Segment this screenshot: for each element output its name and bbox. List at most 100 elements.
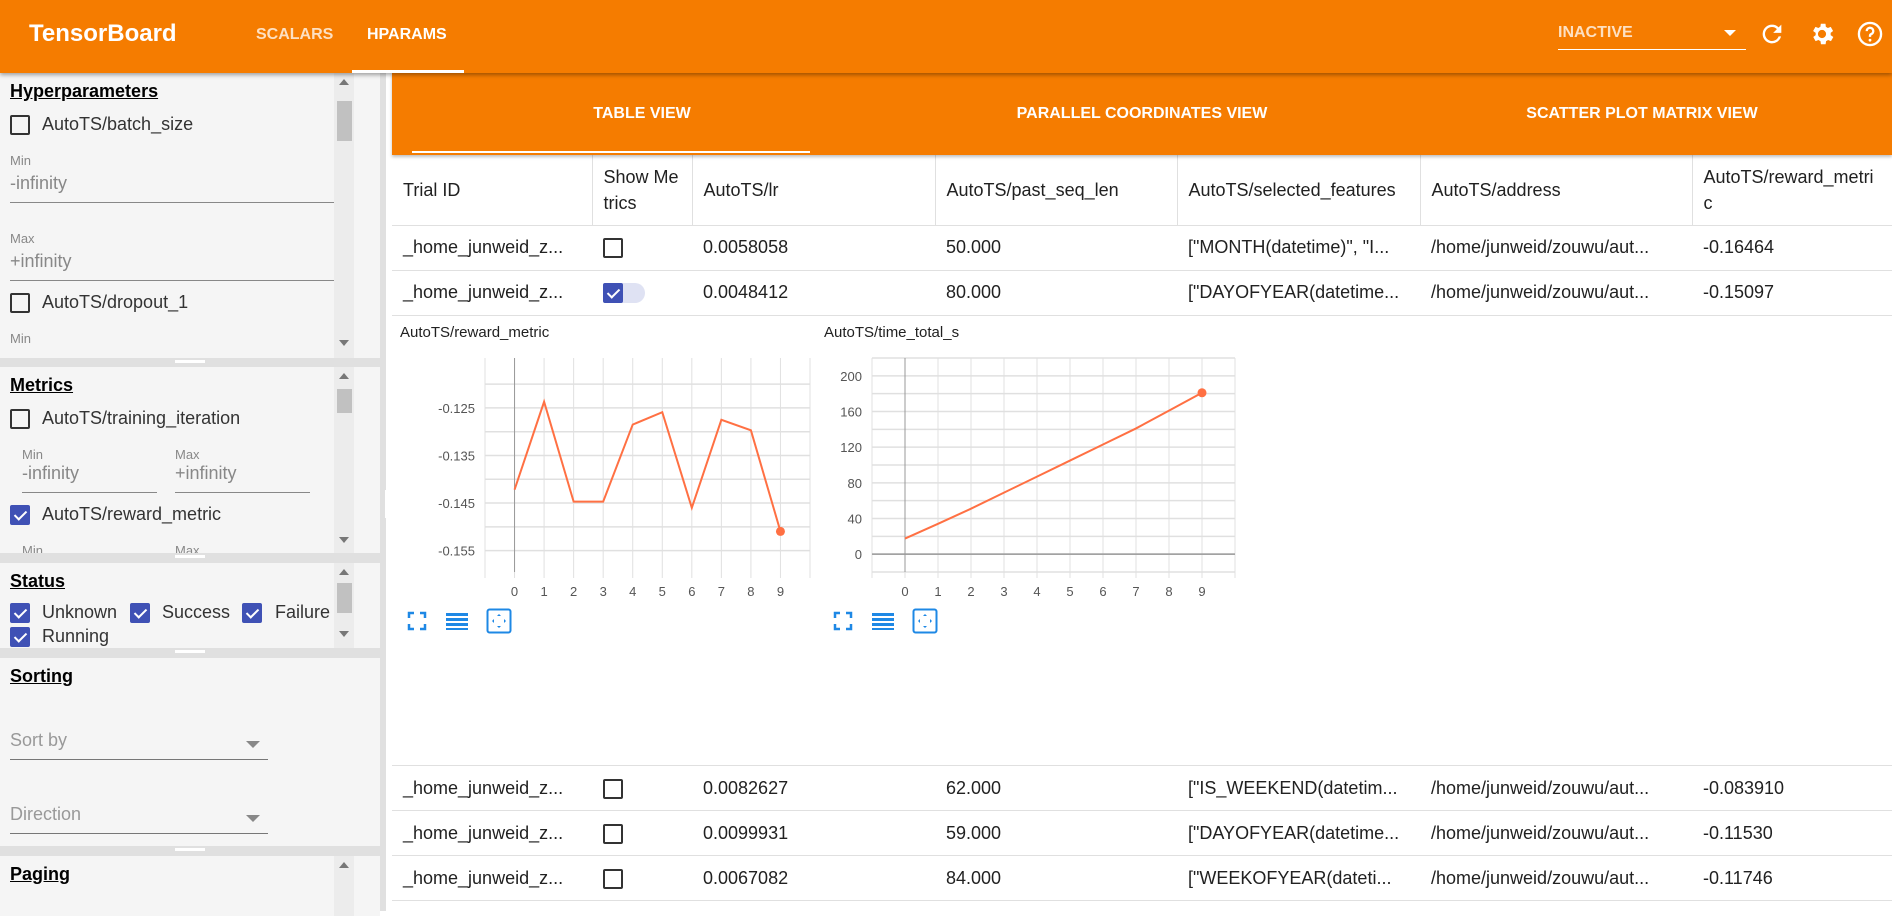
settings-icon[interactable]: [1808, 20, 1836, 48]
column-header[interactable]: AutoTS/reward_metric: [1692, 155, 1892, 226]
trials-table: Trial ID Show Metrics AutoTS/lr AutoTS/p…: [392, 155, 1892, 316]
tab-table-view[interactable]: TABLE VIEW: [593, 105, 691, 122]
scrollbar[interactable]: [334, 73, 354, 358]
show-metrics-checkbox[interactable]: [603, 778, 623, 799]
help-icon[interactable]: [1856, 20, 1884, 48]
column-header[interactable]: Trial ID: [392, 155, 593, 226]
status-label: Failure: [275, 602, 331, 622]
table-row[interactable]: _home_junweid_z... 0.0048412 80.000 ["DA…: [392, 270, 1892, 316]
resize-handle[interactable]: [175, 848, 205, 851]
address-cell: /home/junweid/zouwu/aut...: [1420, 225, 1692, 271]
data-series-icon[interactable]: [446, 610, 468, 632]
lr-cell: 0.0082627: [692, 765, 935, 811]
checkbox-running[interactable]: [10, 627, 30, 647]
checkbox-failure[interactable]: [242, 603, 262, 623]
run-selector-dropdown[interactable]: INACTIVE: [1558, 20, 1746, 50]
show-metrics-checkbox[interactable]: [603, 283, 645, 304]
fit-domain-icon[interactable]: [486, 608, 512, 634]
chevron-down-icon: [246, 741, 260, 748]
checkbox-success[interactable]: [130, 603, 150, 623]
series-line: [904, 391, 1203, 540]
x-tick-label: 2: [967, 584, 974, 599]
min-input[interactable]: -infinity: [22, 463, 157, 493]
y-tick-label: 40: [848, 512, 862, 527]
direction-placeholder: Direction: [10, 804, 82, 824]
refresh-icon[interactable]: [1758, 20, 1786, 48]
tab-scatter-plot-matrix-view[interactable]: SCATTER PLOT MATRIX VIEW: [1526, 105, 1758, 122]
tab-scalars[interactable]: SCALARS: [256, 26, 334, 43]
status-label: Success: [162, 602, 231, 622]
view-tabs: TABLE VIEW PARALLEL COORDINATES VIEW SCA…: [392, 73, 1892, 155]
resize-handle[interactable]: [175, 555, 205, 558]
sidebar-resize-handle[interactable]: [385, 490, 387, 518]
x-tick-label: 0: [901, 584, 908, 599]
table-row[interactable]: _home_junweid_z... 0.0082627 62.000 ["IS…: [392, 765, 1892, 811]
x-tick-label: 1: [934, 584, 941, 599]
x-tick-label: 3: [1000, 584, 1007, 599]
direction-dropdown[interactable]: Direction: [10, 804, 268, 834]
max-input[interactable]: +infinity: [10, 251, 348, 281]
data-series-icon[interactable]: [872, 610, 894, 632]
trial-id-cell[interactable]: _home_junweid_z...: [392, 855, 592, 901]
address-cell: /home/junweid/zouwu/aut...: [1420, 270, 1692, 316]
checkbox-training-iteration[interactable]: [10, 409, 30, 429]
show-metrics-cell: [592, 270, 692, 316]
resize-handle[interactable]: [175, 360, 205, 363]
reward-metric-chart: 0 1 2 3 4 5 6 7 8 9 -0.125 -0.135 -0.145 -0.155: [438, 358, 811, 599]
min-input[interactable]: -infinity: [10, 173, 348, 203]
reward-metric-cell: -0.11530: [1692, 810, 1892, 856]
data-point-last: [775, 526, 785, 536]
x-tick-label: 5: [659, 584, 666, 599]
trial-id-cell[interactable]: _home_junweid_z...: [392, 810, 592, 856]
trial-id-cell[interactable]: _home_junweid_z...: [392, 765, 592, 811]
chart-title: AutoTS/reward_metric: [400, 324, 550, 341]
show-metrics-checkbox[interactable]: [603, 868, 623, 889]
fullscreen-icon[interactable]: [406, 610, 428, 632]
section-title: Status: [10, 571, 66, 591]
min-label: Min: [10, 331, 31, 346]
column-header[interactable]: AutoTS/past_seq_len: [935, 155, 1178, 226]
checkbox-dropout[interactable]: [10, 293, 30, 313]
column-header[interactable]: AutoTS/address: [1420, 155, 1693, 226]
selected-features-cell: ["DAYOFYEAR(datetime...: [1177, 270, 1420, 316]
column-header[interactable]: Show Metrics: [592, 155, 693, 226]
x-tick-label: 8: [1165, 584, 1172, 599]
max-label: Max: [175, 447, 200, 462]
table-row[interactable]: _home_junweid_z... 0.0058058 50.000 ["MO…: [392, 225, 1892, 271]
paging-section: Paging: [0, 856, 380, 916]
chevron-down-icon: [1724, 30, 1736, 36]
data-point-last: [1197, 388, 1207, 398]
checkbox-reward-metric[interactable]: [10, 505, 30, 525]
x-tick-label: 6: [1099, 584, 1106, 599]
fullscreen-icon[interactable]: [832, 610, 854, 632]
max-input[interactable]: +infinity: [175, 463, 310, 493]
scrollbar[interactable]: [334, 367, 354, 553]
show-metrics-checkbox[interactable]: [603, 238, 623, 259]
column-header[interactable]: AutoTS/selected_features: [1177, 155, 1421, 226]
selected-features-cell: ["MONTH(datetime)", "I...: [1177, 225, 1420, 271]
sort-by-dropdown[interactable]: Sort by: [10, 730, 268, 760]
scrollbar[interactable]: [334, 563, 354, 648]
y-tick-label: 120: [840, 440, 862, 455]
resize-handle[interactable]: [175, 650, 205, 653]
checkbox-unknown[interactable]: [10, 603, 30, 623]
selected-features-cell: ["WEEKOFYEAR(dateti...: [1177, 855, 1420, 901]
checkbox-batch-size[interactable]: [10, 115, 30, 135]
table-row[interactable]: _home_junweid_z... 0.0099931 59.000 ["DA…: [392, 810, 1892, 856]
trial-id-cell[interactable]: _home_junweid_z...: [392, 270, 592, 316]
tab-hparams[interactable]: HPARAMS: [367, 26, 447, 43]
y-tick-label: -0.135: [438, 448, 475, 463]
time-total-chart: 0 1 2 3 4 5 6 7 8 9 200 160 120 80 40 0: [840, 357, 1236, 599]
y-tick-label: -0.155: [438, 544, 475, 559]
scrollbar[interactable]: [334, 856, 354, 916]
fit-domain-icon[interactable]: [912, 608, 938, 634]
trial-id-cell[interactable]: _home_junweid_z...: [392, 225, 592, 271]
x-tick-label: 0: [511, 584, 518, 599]
section-title: Paging: [10, 864, 71, 884]
past-seq-len-cell: 62.000: [935, 765, 1177, 811]
show-metrics-checkbox[interactable]: [603, 823, 623, 844]
table-row[interactable]: _home_junweid_z... 0.0067082 84.000 ["WE…: [392, 855, 1892, 901]
column-header[interactable]: AutoTS/lr: [692, 155, 936, 226]
tab-parallel-coordinates-view[interactable]: PARALLEL COORDINATES VIEW: [1016, 105, 1268, 122]
section-title: Sorting: [10, 666, 73, 686]
